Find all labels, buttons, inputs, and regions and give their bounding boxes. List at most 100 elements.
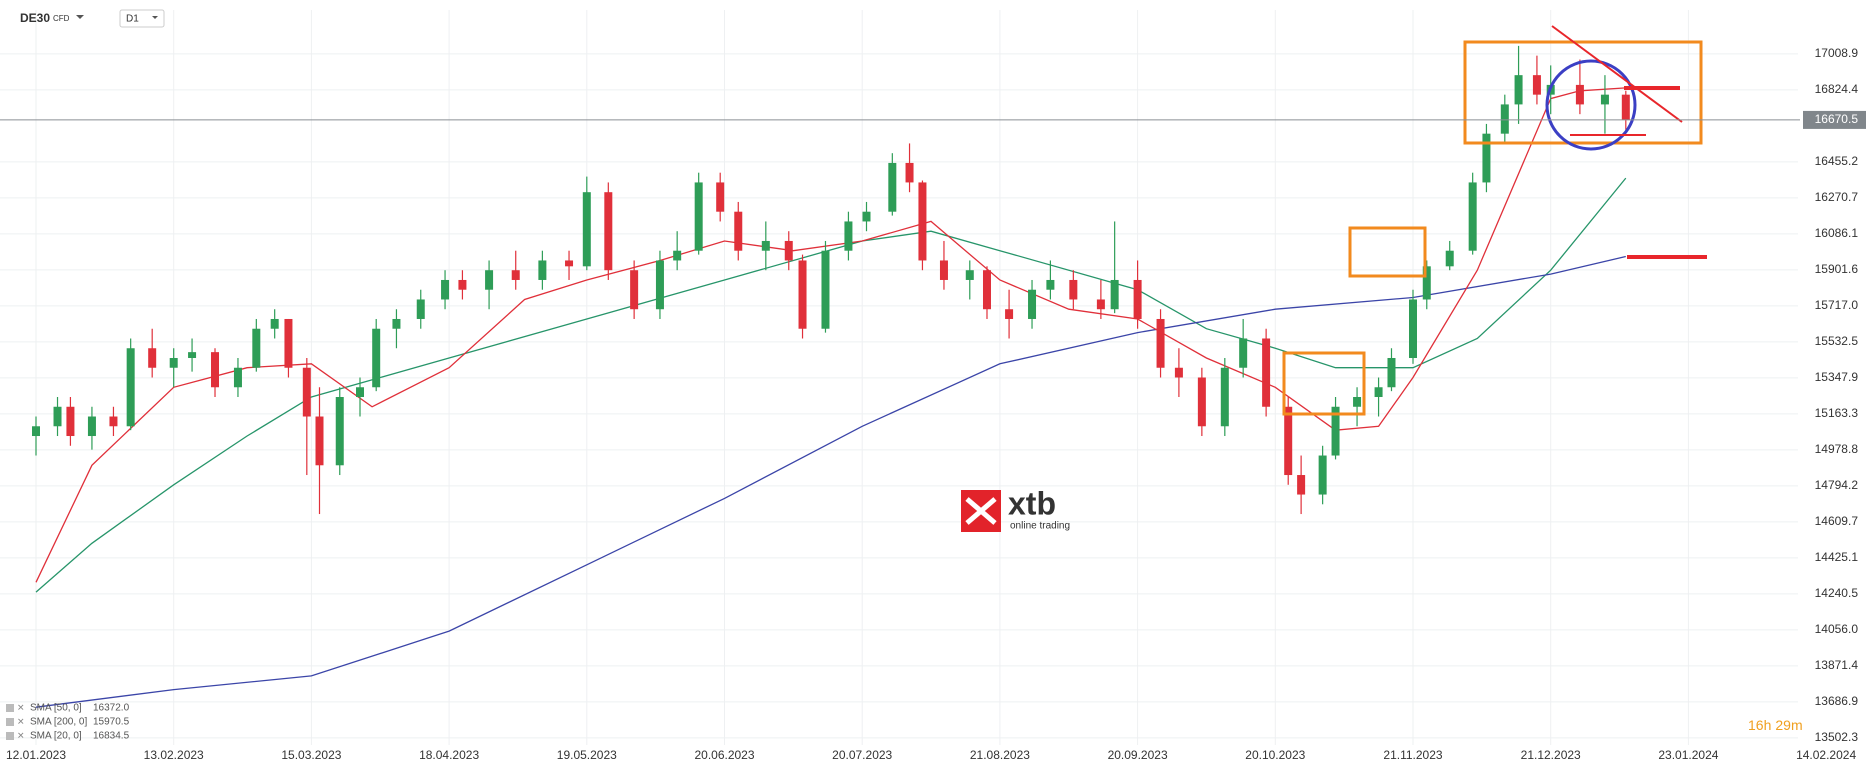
candle-body bbox=[1005, 309, 1014, 319]
annotation-box bbox=[1463, 40, 1703, 145]
symbol[interactable]: DE30 bbox=[20, 11, 50, 25]
candle-body bbox=[1284, 406, 1293, 476]
annotation-circle bbox=[1545, 59, 1637, 151]
candle-body bbox=[372, 328, 381, 388]
dropdown-icon[interactable] bbox=[76, 15, 84, 19]
candle-body bbox=[1514, 75, 1523, 105]
y-tick-label: 16455.2 bbox=[1815, 154, 1859, 168]
candle-body bbox=[844, 221, 853, 251]
legend-close: ✕ bbox=[17, 716, 25, 726]
legend-icon bbox=[6, 718, 14, 726]
x-tick-label: 18.04.2023 bbox=[419, 748, 479, 762]
y-tick-label: 15901.6 bbox=[1815, 262, 1859, 276]
x-tick-label: 23.01.2024 bbox=[1658, 748, 1718, 762]
candle-body bbox=[1239, 338, 1248, 368]
interval: D1 bbox=[126, 14, 139, 25]
plot-background bbox=[0, 10, 1798, 745]
y-tick-label: 15532.5 bbox=[1815, 334, 1859, 348]
candle-body bbox=[694, 182, 703, 251]
x-tick-label: 13.02.2023 bbox=[144, 748, 204, 762]
y-tick-label: 16824.4 bbox=[1815, 82, 1859, 96]
interval-select[interactable] bbox=[119, 9, 165, 28]
moving-average-line bbox=[35, 87, 1626, 583]
candle-body bbox=[1318, 455, 1327, 495]
candle-body bbox=[655, 260, 664, 310]
candle-body bbox=[148, 348, 157, 368]
candle-body bbox=[784, 240, 793, 261]
annotation-trendline bbox=[1551, 25, 1683, 123]
annotations bbox=[1282, 25, 1707, 416]
candle-body bbox=[66, 406, 75, 437]
candle-body bbox=[565, 260, 574, 267]
candle-body bbox=[1422, 266, 1431, 300]
y-tick-label: 14978.8 bbox=[1815, 442, 1859, 456]
legend-icon bbox=[6, 704, 14, 712]
x-tick-label: 21.12.2023 bbox=[1521, 748, 1581, 762]
candle-body bbox=[356, 387, 364, 398]
candle-body bbox=[511, 270, 520, 280]
candle-body bbox=[1468, 182, 1477, 251]
candle-body bbox=[862, 211, 871, 222]
candle-body bbox=[582, 192, 591, 267]
candle-body bbox=[1575, 84, 1584, 105]
last-price-box bbox=[1803, 110, 1866, 129]
candle-body bbox=[109, 416, 118, 427]
candle-body bbox=[211, 352, 220, 388]
candle-body bbox=[1220, 367, 1229, 427]
candle-body bbox=[302, 367, 311, 417]
legend-value: 16372.0 bbox=[93, 703, 130, 714]
candle-body bbox=[1445, 250, 1454, 267]
watermark: xtb online trading bbox=[961, 485, 1070, 532]
candle-body bbox=[1046, 279, 1055, 290]
x-tick-label: 12.01.2023 bbox=[6, 748, 66, 762]
annotation-box bbox=[1282, 351, 1366, 416]
dropdown-icon bbox=[152, 16, 158, 19]
x-tick-label: 19.05.2023 bbox=[557, 748, 617, 762]
x-tick-label: 14.02.2024 bbox=[1796, 748, 1856, 762]
x-tick-label: 20.10.2023 bbox=[1245, 748, 1305, 762]
candle-body bbox=[1110, 279, 1119, 310]
y-tick-label: 15163.3 bbox=[1815, 406, 1859, 420]
y-tick-label: 16086.1 bbox=[1815, 226, 1859, 240]
candle-body bbox=[939, 260, 948, 280]
candle-body bbox=[716, 182, 725, 212]
candle-body bbox=[1028, 289, 1037, 319]
annotation-box bbox=[1348, 226, 1427, 278]
y-tick-label: 15347.9 bbox=[1815, 370, 1859, 384]
y-tick-label: 14056.0 bbox=[1815, 622, 1859, 636]
candle-body bbox=[821, 250, 830, 329]
candle-body bbox=[233, 367, 242, 388]
y-tick-label: 13502.3 bbox=[1815, 730, 1859, 744]
candle-body bbox=[1482, 133, 1491, 183]
header: DE30 CFD D1 bbox=[20, 9, 165, 28]
x-tick-label: 20.09.2023 bbox=[1108, 748, 1168, 762]
candle-body bbox=[673, 250, 682, 261]
candle-body bbox=[188, 352, 197, 358]
candle-body bbox=[538, 260, 547, 280]
x-tick-label: 15.03.2023 bbox=[281, 748, 341, 762]
legend-close: ✕ bbox=[17, 730, 25, 740]
y-tick-label: 16270.7 bbox=[1815, 190, 1859, 204]
candle-body bbox=[1174, 367, 1183, 378]
y-tick-label: 17008.9 bbox=[1815, 46, 1859, 60]
x-tick-label: 21.08.2023 bbox=[970, 748, 1030, 762]
candle-body bbox=[485, 270, 494, 290]
candle-body bbox=[888, 162, 897, 212]
candle-body bbox=[169, 357, 178, 368]
candle-body bbox=[604, 192, 613, 271]
legend-name: SMA [20, 0] bbox=[30, 731, 82, 742]
candle-body bbox=[315, 416, 324, 466]
candle-body bbox=[335, 397, 344, 466]
candle-body bbox=[270, 318, 279, 329]
candle-body bbox=[1262, 338, 1271, 407]
candle-body bbox=[905, 162, 914, 183]
logo-text: xtb bbox=[1008, 485, 1056, 521]
candle-body bbox=[1532, 75, 1541, 95]
y-tick-label: 14609.7 bbox=[1815, 514, 1859, 528]
candle-body bbox=[982, 270, 991, 310]
y-tick-label: 14240.5 bbox=[1815, 586, 1859, 600]
candle-body bbox=[761, 240, 770, 251]
countdown-unit: m bbox=[1791, 717, 1803, 733]
candle-body bbox=[87, 416, 96, 437]
